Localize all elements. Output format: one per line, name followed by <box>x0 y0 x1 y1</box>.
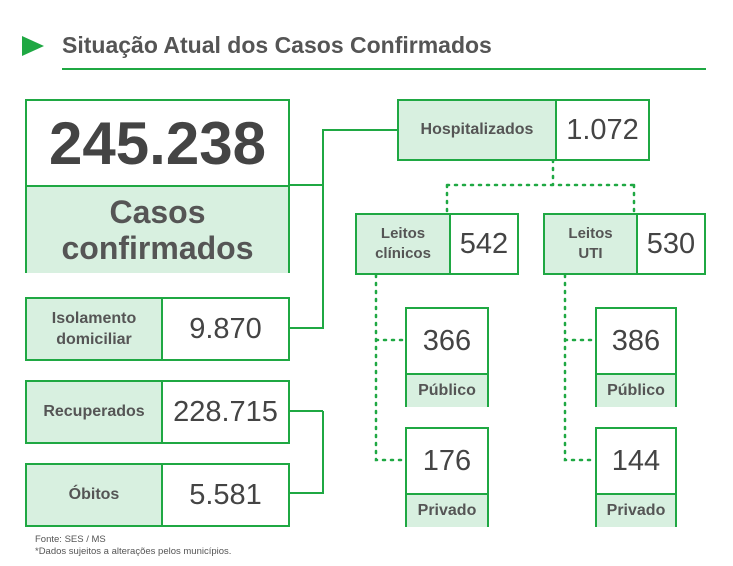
source-note: Fonte: SES / MS <box>35 534 106 545</box>
leitos-uti-label-line2: UTI <box>578 245 603 262</box>
isolamento-label-line1: Isolamento <box>51 310 137 327</box>
isolamento-label-line2: domiciliar <box>56 331 132 348</box>
leitos-clinicos-label: Leitos clínicos <box>357 215 451 273</box>
isolamento-value: 9.870 <box>189 312 262 345</box>
page-title: Situação Atual dos Casos Confirmados <box>62 32 492 58</box>
uti-publico-value: 386 <box>611 324 661 357</box>
uti-publico-label: Público <box>597 373 675 407</box>
title-arrow-icon <box>22 36 44 56</box>
obitos-value: 5.581 <box>189 478 262 511</box>
clinicos-privado-label: Privado <box>407 493 487 527</box>
obitos-card: Óbitos 5.581 <box>25 463 290 527</box>
uti-privado-card: 144 Privado <box>595 427 677 527</box>
clinicos-publico-card: 366 Público <box>405 307 489 407</box>
total-cases-card: 245.238 Casos confirmados <box>25 99 290 273</box>
clinicos-publico-value: 366 <box>422 324 472 357</box>
connector-uti <box>563 273 597 462</box>
leitos-clinicos-value: 542 <box>459 227 509 260</box>
connector-isolamento <box>289 130 324 329</box>
leitos-uti-value: 530 <box>646 227 696 260</box>
disclaimer-note: *Dados sujeitos a alterações pelos munic… <box>35 546 232 557</box>
total-cases-label-line2: confirmados <box>61 230 254 266</box>
title-divider <box>62 68 706 70</box>
connector-hospitalizados-leitos <box>445 158 636 215</box>
clinicos-privado-card: 176 Privado <box>405 427 489 527</box>
total-cases-label-line1: Casos <box>109 194 206 230</box>
leitos-uti-label-line1: Leitos <box>568 225 613 242</box>
recuperados-card: Recuperados 228.715 <box>25 380 290 444</box>
connector-obitos <box>289 411 324 494</box>
leitos-clinicos-label-line2: clínicos <box>375 245 431 262</box>
clinicos-publico-label: Público <box>407 373 487 407</box>
connector-casos-hospitalizados <box>289 129 397 186</box>
isolamento-label: Isolamento domiciliar <box>27 299 163 359</box>
leitos-clinicos-card: Leitos clínicos 542 <box>355 213 519 275</box>
hospitalizados-label: Hospitalizados <box>399 101 557 159</box>
connector-clinicos <box>374 273 407 462</box>
leitos-uti-card: Leitos UTI 530 <box>543 213 706 275</box>
uti-publico-card: 386 Público <box>595 307 677 407</box>
isolamento-card: Isolamento domiciliar 9.870 <box>25 297 290 361</box>
clinicos-privado-value: 176 <box>422 444 472 477</box>
obitos-label: Óbitos <box>27 465 163 525</box>
leitos-uti-label: Leitos UTI <box>545 215 638 273</box>
total-cases-label: Casos confirmados <box>27 185 288 273</box>
leitos-clinicos-label-line1: Leitos <box>380 225 426 242</box>
uti-privado-label: Privado <box>597 493 675 527</box>
recuperados-value: 228.715 <box>173 395 278 428</box>
hospitalizados-value: 1.072 <box>566 113 639 146</box>
hospitalizados-card: Hospitalizados 1.072 <box>397 99 650 161</box>
total-cases-value: 245.238 <box>49 109 266 177</box>
recuperados-label: Recuperados <box>27 382 163 442</box>
uti-privado-value: 144 <box>611 444 661 477</box>
